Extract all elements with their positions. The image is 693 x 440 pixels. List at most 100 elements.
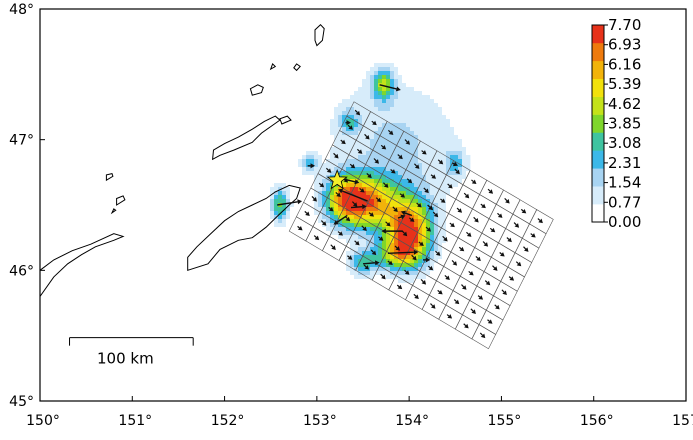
slip-cell xyxy=(378,263,383,268)
slip-cell xyxy=(346,71,351,76)
slip-cell xyxy=(370,255,375,260)
slip-cell xyxy=(450,131,455,136)
slip-cell xyxy=(418,275,423,280)
slip-cell xyxy=(374,235,379,240)
slip-cell xyxy=(386,239,391,244)
slip-vector-arrow xyxy=(311,195,317,202)
slip-cell xyxy=(402,259,407,264)
slip-cell xyxy=(402,131,407,136)
slip-vector-arrow xyxy=(338,188,368,202)
slip-cell xyxy=(438,163,443,168)
slip-cell xyxy=(330,135,335,140)
slip-cell xyxy=(298,179,303,184)
slip-cell xyxy=(302,167,307,172)
slip-cell xyxy=(434,79,439,84)
slip-cell xyxy=(430,67,435,72)
slip-cell xyxy=(286,187,291,192)
slip-cell xyxy=(418,267,423,272)
slip-cell xyxy=(362,95,367,100)
slip-cell xyxy=(426,79,431,84)
slip-cell xyxy=(418,291,423,296)
slip-cell xyxy=(382,215,387,220)
slip-cell xyxy=(422,243,427,248)
slip-cell xyxy=(282,127,287,132)
slip-cell xyxy=(458,199,463,204)
slip-cell xyxy=(390,91,395,96)
slip-cell xyxy=(434,159,439,164)
slip-cell xyxy=(310,203,315,208)
slip-cell xyxy=(450,127,455,132)
slip-cell xyxy=(262,203,267,208)
slip-cell xyxy=(366,171,371,176)
slip-cell xyxy=(366,167,371,172)
slip-cell xyxy=(394,75,399,80)
slip-cell xyxy=(410,279,415,284)
slip-cell xyxy=(378,67,383,72)
slip-cell xyxy=(346,267,351,272)
slip-cell xyxy=(346,215,351,220)
slip-cell xyxy=(302,75,307,80)
slip-cell xyxy=(406,75,411,80)
colorbar-swatch xyxy=(592,132,604,151)
slip-cell xyxy=(390,147,395,152)
slip-cell xyxy=(322,103,327,108)
x-tick-label: 152° xyxy=(211,413,245,429)
slip-cell xyxy=(270,227,275,232)
slip-cell xyxy=(442,63,447,68)
slip-cell xyxy=(434,59,439,64)
slip-cell xyxy=(354,239,359,244)
slip-cell xyxy=(458,139,463,144)
slip-cell xyxy=(430,255,435,260)
slip-cell xyxy=(398,199,403,204)
slip-cell xyxy=(458,175,463,180)
slip-cell xyxy=(354,171,359,176)
slip-cell xyxy=(422,283,427,288)
slip-cell xyxy=(350,83,355,88)
slip-cell xyxy=(402,115,407,120)
slip-cell xyxy=(382,231,387,236)
slip-vector-arrow xyxy=(335,191,341,198)
slip-cell xyxy=(370,215,375,220)
slip-cell xyxy=(298,119,303,124)
slip-cell xyxy=(382,235,387,240)
slip-cell xyxy=(378,283,383,288)
colorbar-tick-label: 3.85 xyxy=(608,115,641,133)
slip-cell xyxy=(442,239,447,244)
slip-cell xyxy=(390,243,395,248)
slip-cell xyxy=(422,115,427,120)
slip-cell xyxy=(414,199,419,204)
slip-cell xyxy=(418,251,423,256)
slip-cell xyxy=(342,255,347,260)
slip-cell xyxy=(442,187,447,192)
slip-cell xyxy=(318,75,323,80)
slip-cell xyxy=(442,95,447,100)
slip-cell xyxy=(378,211,383,216)
slip-cell xyxy=(326,179,331,184)
slip-cell xyxy=(294,171,299,176)
slip-cell xyxy=(326,71,331,76)
slip-cell xyxy=(442,155,447,160)
slip-vector-arrow xyxy=(379,84,401,92)
slip-cell xyxy=(462,211,467,216)
slip-cell xyxy=(458,179,463,184)
slip-cell xyxy=(294,99,299,104)
slip-cell xyxy=(410,163,415,168)
slip-cell xyxy=(426,207,431,212)
slip-cell xyxy=(350,115,355,120)
slip-cell xyxy=(326,239,331,244)
slip-cell xyxy=(286,107,291,112)
slip-cell xyxy=(334,143,339,148)
slip-cell xyxy=(430,231,435,236)
slip-cell xyxy=(350,223,355,228)
slip-cell xyxy=(434,95,439,100)
slip-cell xyxy=(322,139,327,144)
slip-cell xyxy=(362,115,367,120)
slip-cell xyxy=(374,175,379,180)
slip-cell xyxy=(454,183,459,188)
slip-cell xyxy=(330,107,335,112)
slip-cell xyxy=(382,187,387,192)
slip-cell xyxy=(450,239,455,244)
slip-cell xyxy=(434,255,439,260)
slip-cell xyxy=(346,247,351,252)
slip-cell xyxy=(390,267,395,272)
